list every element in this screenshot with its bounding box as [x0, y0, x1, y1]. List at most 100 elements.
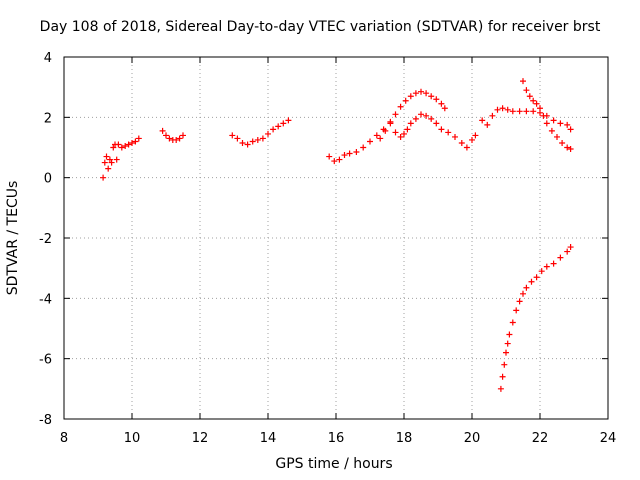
chart-title: Day 108 of 2018, Sidereal Day-to-day VTE… [39, 19, 601, 35]
data-point-marker [249, 138, 256, 145]
data-point-marker [463, 144, 470, 151]
data-point-marker [423, 90, 430, 97]
data-point-marker [513, 307, 520, 314]
data-point-marker [392, 129, 399, 136]
data-point-marker [533, 100, 540, 107]
data-point-marker [499, 373, 506, 380]
data-point-marker [550, 260, 557, 267]
data-point-marker [397, 103, 404, 110]
data-point-marker [520, 78, 526, 85]
y-tick-label: -8 [39, 413, 52, 428]
data-point-marker [101, 159, 108, 166]
data-point-marker [275, 123, 282, 130]
data-point-marker [113, 156, 120, 163]
data-point-marker [106, 156, 113, 163]
data-point-marker [567, 126, 574, 133]
data-point-marker [159, 127, 166, 134]
data-point-marker [484, 121, 491, 128]
data-point-marker [540, 112, 547, 119]
x-tick-label: 22 [532, 431, 549, 446]
data-point-marker [550, 117, 557, 124]
grid [64, 57, 608, 419]
data-point-marker [559, 139, 566, 146]
y-tick-label: -2 [39, 232, 52, 247]
data-point-marker [564, 144, 571, 151]
data-point-marker [567, 244, 574, 251]
data-point-marker [458, 139, 465, 146]
data-point-marker [105, 165, 112, 172]
data-point-marker [135, 135, 142, 142]
data-point-marker [472, 132, 479, 139]
data-point-marker [452, 133, 458, 140]
data-point-marker [520, 290, 526, 297]
data-point-marker [433, 96, 440, 103]
x-tick-label: 18 [396, 431, 413, 446]
data-point-marker [367, 138, 373, 145]
data-point-marker [234, 135, 241, 142]
data-point-marker [504, 340, 511, 347]
data-point-marker [504, 106, 511, 113]
data-point-marker [548, 127, 555, 134]
data-point-marker [254, 136, 261, 143]
y-tick-label: 4 [44, 51, 52, 66]
data-point-marker [401, 130, 407, 137]
data-point-marker [564, 121, 571, 128]
data-point-marker [129, 139, 135, 146]
data-point-marker [441, 105, 448, 112]
data-point-marker [433, 120, 440, 127]
data-point-marker [533, 274, 540, 281]
data-point-marker [373, 132, 380, 139]
data-point-marker [341, 152, 348, 159]
data-point-marker [523, 87, 530, 94]
y-tick-label: -4 [39, 292, 52, 307]
data-point-marker [270, 126, 277, 133]
data-point-marker [497, 385, 504, 392]
data-point-marker [418, 88, 424, 95]
data-point-marker [412, 115, 419, 122]
data-point-marker [259, 135, 266, 142]
data-point-marker [479, 117, 486, 124]
x-tick-label: 10 [124, 431, 141, 446]
data-point-marker [173, 136, 180, 143]
data-point-marker [554, 133, 560, 140]
data-point-marker [509, 319, 516, 326]
data-point-marker [326, 153, 333, 160]
y-tick-label: 2 [44, 111, 52, 126]
data-point-marker [543, 120, 550, 127]
y-tick-label: -6 [39, 353, 52, 368]
data-point-marker [125, 141, 132, 148]
data-point-marker [377, 135, 384, 142]
y-tick-label: 0 [44, 172, 52, 187]
data-point-marker [387, 118, 394, 125]
data-point-marker [407, 93, 414, 100]
data-point-marker [108, 159, 115, 166]
data-point-marker [331, 158, 338, 165]
data-point-marker [469, 136, 475, 143]
data-point-marker [543, 263, 550, 270]
x-tick-label: 14 [260, 431, 277, 446]
data-point-marker [428, 93, 435, 100]
data-point-marker [509, 108, 516, 115]
data-point-marker [163, 132, 169, 139]
data-point-marker [523, 108, 530, 115]
data-point-marker [528, 278, 535, 285]
data-point-marker [523, 284, 530, 291]
data-point-marker [244, 141, 251, 148]
data-point-marker [516, 108, 523, 115]
data-point-marker [229, 132, 236, 139]
data-point-marker [402, 97, 409, 104]
data-point-marker [353, 149, 360, 156]
data-point-marker [382, 127, 389, 134]
data-point-marker [360, 144, 367, 151]
y-axis-label: SDTVAR / TECUs [5, 180, 21, 296]
data-point-marker [122, 142, 129, 149]
data-point-marker [166, 135, 173, 142]
data-point-marker [118, 144, 125, 151]
data-point-marker [516, 298, 523, 305]
data-point-marker [501, 361, 508, 368]
data-point-marker [530, 108, 537, 115]
data-point-marker [397, 133, 404, 140]
data-point-marker [103, 153, 110, 160]
